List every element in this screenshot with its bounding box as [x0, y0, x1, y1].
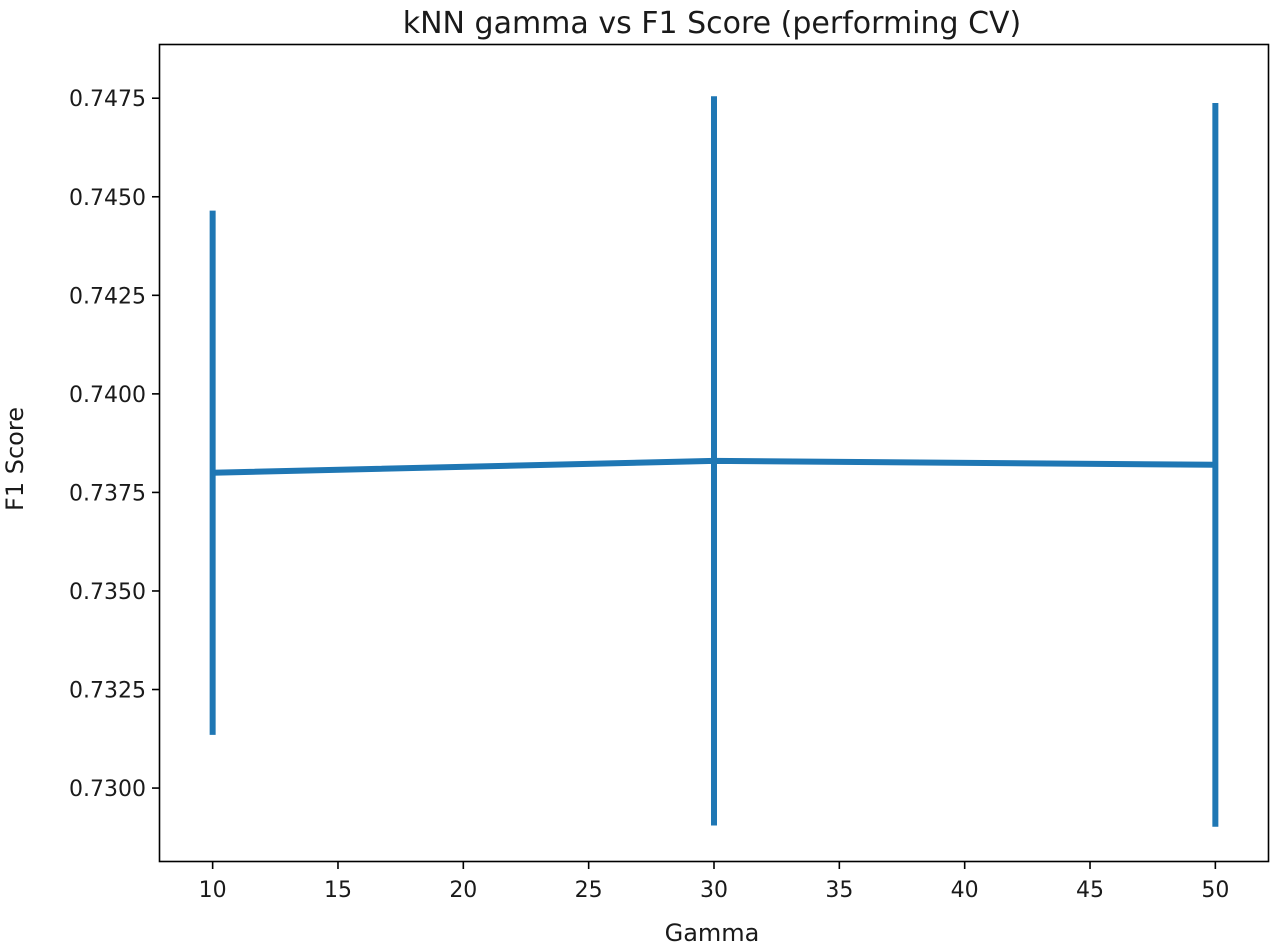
y-tick-label: 0.7350: [69, 580, 146, 605]
x-tick-label: 20: [449, 878, 477, 903]
x-tick-label: 45: [1076, 878, 1104, 903]
x-tick-label: 40: [951, 878, 979, 903]
data-point: [712, 459, 716, 463]
x-tick-label: 15: [324, 878, 352, 903]
plot-area: [209, 96, 1219, 827]
x-tick-label: 30: [700, 878, 728, 903]
y-axis-label: F1 Score: [1, 407, 29, 511]
y-tick-label: 0.7400: [69, 383, 146, 408]
chart-title: kNN gamma vs F1 Score (performing CV): [403, 6, 1022, 41]
x-tick-label: 25: [575, 878, 603, 903]
x-axis-label: Gamma: [665, 919, 760, 947]
x-tick-label: 10: [199, 878, 227, 903]
y-tick-label: 0.7325: [69, 679, 146, 704]
x-tick-label: 50: [1201, 878, 1229, 903]
x-axis-ticks: 10 15 20 25 30 35 40 45 50: [199, 861, 1229, 903]
y-tick-label: 0.7300: [69, 777, 146, 802]
y-tick-label: 0.7375: [69, 481, 146, 506]
y-tick-label: 0.7475: [69, 87, 146, 112]
x-tick-label: 35: [825, 878, 853, 903]
data-point: [211, 471, 215, 475]
data-point: [1213, 463, 1217, 467]
y-axis-ticks: 0.7300 0.7325 0.7350 0.7375 0.7400 0.7425 0.74…: [69, 87, 160, 802]
y-tick-label: 0.7425: [69, 284, 146, 309]
y-tick-label: 0.7450: [69, 186, 146, 211]
